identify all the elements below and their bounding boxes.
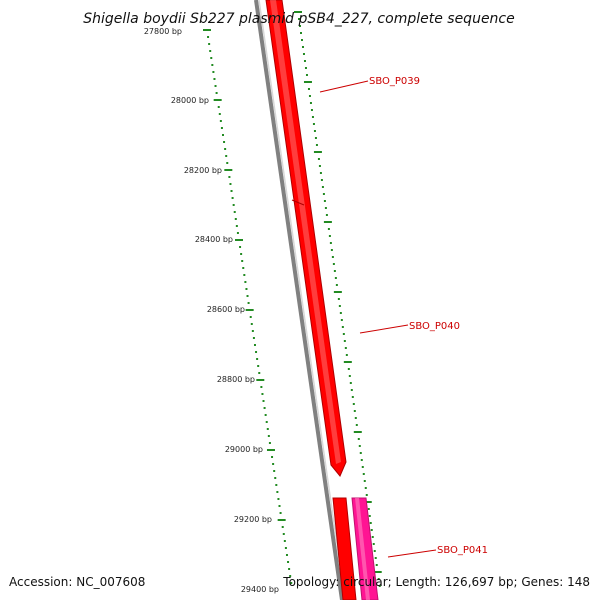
inner-tick-track (294, 11, 382, 587)
tick-label: 28600 bp (207, 305, 245, 314)
outer-tick-track (203, 29, 293, 584)
gene-label-leader-sbo-p041 (387, 549, 437, 558)
map-title: Shigella boydii Sb227 plasmid pSB4_227, … (83, 11, 514, 27)
gene-label-leader-sbo-p039 (319, 80, 369, 93)
gene-label-leader-sbo-p040 (359, 324, 409, 334)
gene-arrow-sbo-p041[interactable] (351, 497, 379, 600)
tick-label: 28800 bp (217, 375, 255, 384)
accession-text: Accession: NC_007608 (9, 575, 145, 589)
tick-label: 28400 bp (195, 235, 233, 244)
gene-block-sbo-p041-red[interactable] (332, 497, 357, 600)
tick-label-group: 27800 bp 28000 bp 28200 bp 28400 bp 2860… (144, 27, 279, 594)
gene-arrow-sbo-p040[interactable] (265, 0, 347, 477)
sequence-backbone (254, 0, 344, 600)
tick-label: 29200 bp (234, 515, 272, 524)
tick-label: 28000 bp (171, 96, 209, 105)
tick-label: 28200 bp (184, 166, 222, 175)
tick-label: 27800 bp (144, 27, 182, 36)
gene-label-sbo-p040[interactable]: SBO_P040 (409, 321, 460, 332)
gene-boundary-sbo-p039 (291, 199, 305, 206)
tick-label: 29400 bp (241, 585, 279, 594)
summary-text: Topology: circular; Length: 126,697 bp; … (282, 575, 590, 589)
gene-label-sbo-p041[interactable]: SBO_P041 (437, 545, 488, 556)
gene-label-sbo-p039[interactable]: SBO_P039 (369, 76, 420, 87)
sequence-backbone-highlight (258, 0, 346, 600)
tick-label: 29000 bp (225, 445, 263, 454)
